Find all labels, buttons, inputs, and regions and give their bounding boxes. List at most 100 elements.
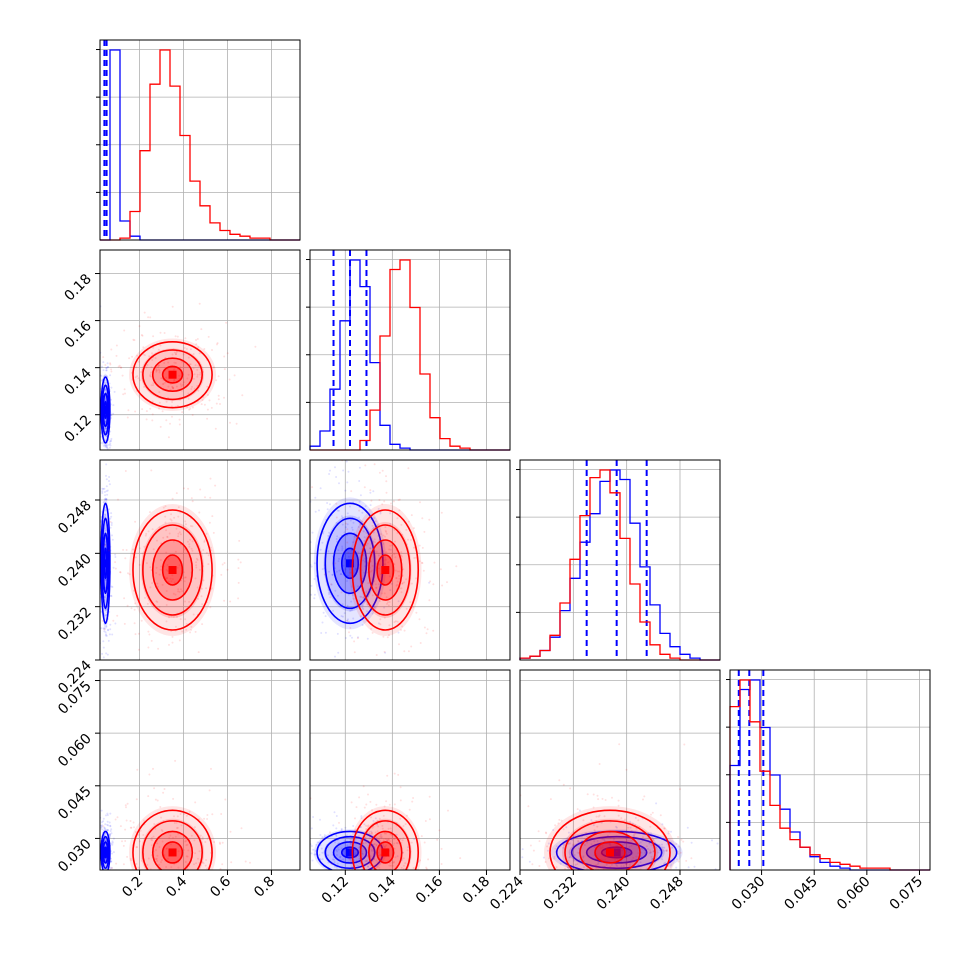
- scatter-point: [110, 860, 113, 863]
- scatter-point: [364, 464, 367, 467]
- scatter-point: [426, 628, 429, 631]
- scatter-point: [567, 866, 569, 869]
- scatter-point: [635, 827, 638, 830]
- scatter-point: [603, 872, 605, 874]
- scatter-point: [397, 914, 399, 916]
- scatter-point: [348, 631, 350, 634]
- scatter-point: [369, 547, 372, 550]
- scatter-point: [618, 908, 620, 910]
- scatter-point: [183, 580, 186, 583]
- scatter-point: [186, 406, 189, 408]
- scatter-point: [375, 550, 378, 553]
- scatter-point: [365, 876, 367, 878]
- scatter-point: [395, 833, 398, 836]
- scatter-point: [103, 873, 105, 875]
- scatter-point: [366, 561, 369, 564]
- scatter-point: [372, 490, 375, 493]
- scatter-point: [151, 413, 154, 416]
- contour-line: [142, 820, 203, 870]
- scatter-point: [170, 513, 173, 516]
- scatter-point: [375, 859, 378, 862]
- scatter-point: [110, 437, 113, 440]
- scatter-point: [375, 654, 378, 656]
- scatter-point: [432, 583, 435, 586]
- scatter-point: [96, 389, 98, 391]
- scatter-point: [104, 364, 107, 366]
- scatter-point: [105, 367, 108, 370]
- scatter-point: [110, 842, 113, 845]
- scatter-point: [165, 376, 168, 379]
- scatter-point: [571, 838, 574, 841]
- scatter-point: [111, 586, 114, 588]
- scatter-point: [369, 800, 372, 803]
- scatter-point: [199, 488, 202, 491]
- scatter-point: [354, 817, 356, 820]
- scatter-point: [663, 862, 666, 865]
- scatter-point: [307, 559, 309, 561]
- scatter-point: [167, 580, 170, 583]
- scatter-point: [321, 882, 323, 884]
- scatter-point: [597, 876, 599, 878]
- scatter-point: [598, 763, 601, 765]
- scatter-point: [333, 861, 336, 864]
- scatter-point: [304, 840, 306, 842]
- scatter-point: [651, 811, 654, 814]
- scatter-point: [380, 859, 383, 862]
- scatter-point: [143, 385, 145, 388]
- scatter-point: [329, 831, 331, 834]
- scatter-point: [349, 576, 352, 579]
- scatter-point: [403, 864, 405, 867]
- scatter-point: [297, 840, 299, 842]
- scatter-point: [165, 577, 168, 580]
- scatter-point: [439, 568, 442, 571]
- contour-line: [376, 841, 395, 864]
- scatter-point: [380, 533, 383, 536]
- scatter-point: [205, 551, 208, 554]
- x-tick-label: 0.060: [834, 874, 874, 914]
- scatter-point: [389, 548, 392, 551]
- scatter-point: [101, 878, 103, 880]
- axes-frame: [99, 39, 301, 241]
- scatter-point: [204, 864, 207, 867]
- scatter-point: [516, 838, 518, 840]
- scatter-point: [103, 829, 105, 832]
- scatter-point: [347, 618, 349, 621]
- scatter-point: [154, 858, 157, 861]
- scatter-point: [645, 867, 648, 870]
- scatter-point: [341, 545, 344, 548]
- scatter-point: [386, 636, 389, 639]
- scatter-point: [617, 814, 620, 817]
- scatter-point: [109, 363, 112, 366]
- scatter-point: [372, 819, 375, 822]
- scatter-point: [586, 835, 588, 838]
- scatter-point: [350, 490, 353, 493]
- scatter-point: [602, 876, 604, 878]
- scatter-point: [577, 840, 580, 843]
- scatter-point: [669, 859, 672, 862]
- scatter-point: [650, 813, 652, 816]
- scatter-point: [368, 830, 371, 833]
- scatter-point: [617, 870, 619, 872]
- scatter-point: [160, 542, 163, 545]
- scatter-point: [615, 826, 618, 829]
- scatter-point: [393, 772, 396, 775]
- scatter-point: [97, 438, 99, 440]
- scatter-point: [597, 798, 600, 801]
- scatter-point: [378, 471, 381, 474]
- scatter-point: [355, 859, 358, 862]
- scatter-point: [379, 845, 382, 848]
- scatter-point: [129, 820, 132, 822]
- scatter-point: [110, 370, 113, 373]
- scatter-point: [220, 813, 223, 815]
- scatter-point: [634, 831, 637, 834]
- scatter-point: [97, 852, 99, 854]
- scatter-point: [378, 817, 381, 820]
- scatter-point: [644, 851, 647, 854]
- scatter-point: [388, 871, 390, 873]
- scatter-point: [428, 795, 431, 798]
- scatter-point: [371, 631, 374, 634]
- scatter-point: [183, 347, 186, 349]
- scatter-point: [389, 523, 392, 526]
- scatter-point: [348, 858, 351, 861]
- scatter-point: [211, 349, 213, 351]
